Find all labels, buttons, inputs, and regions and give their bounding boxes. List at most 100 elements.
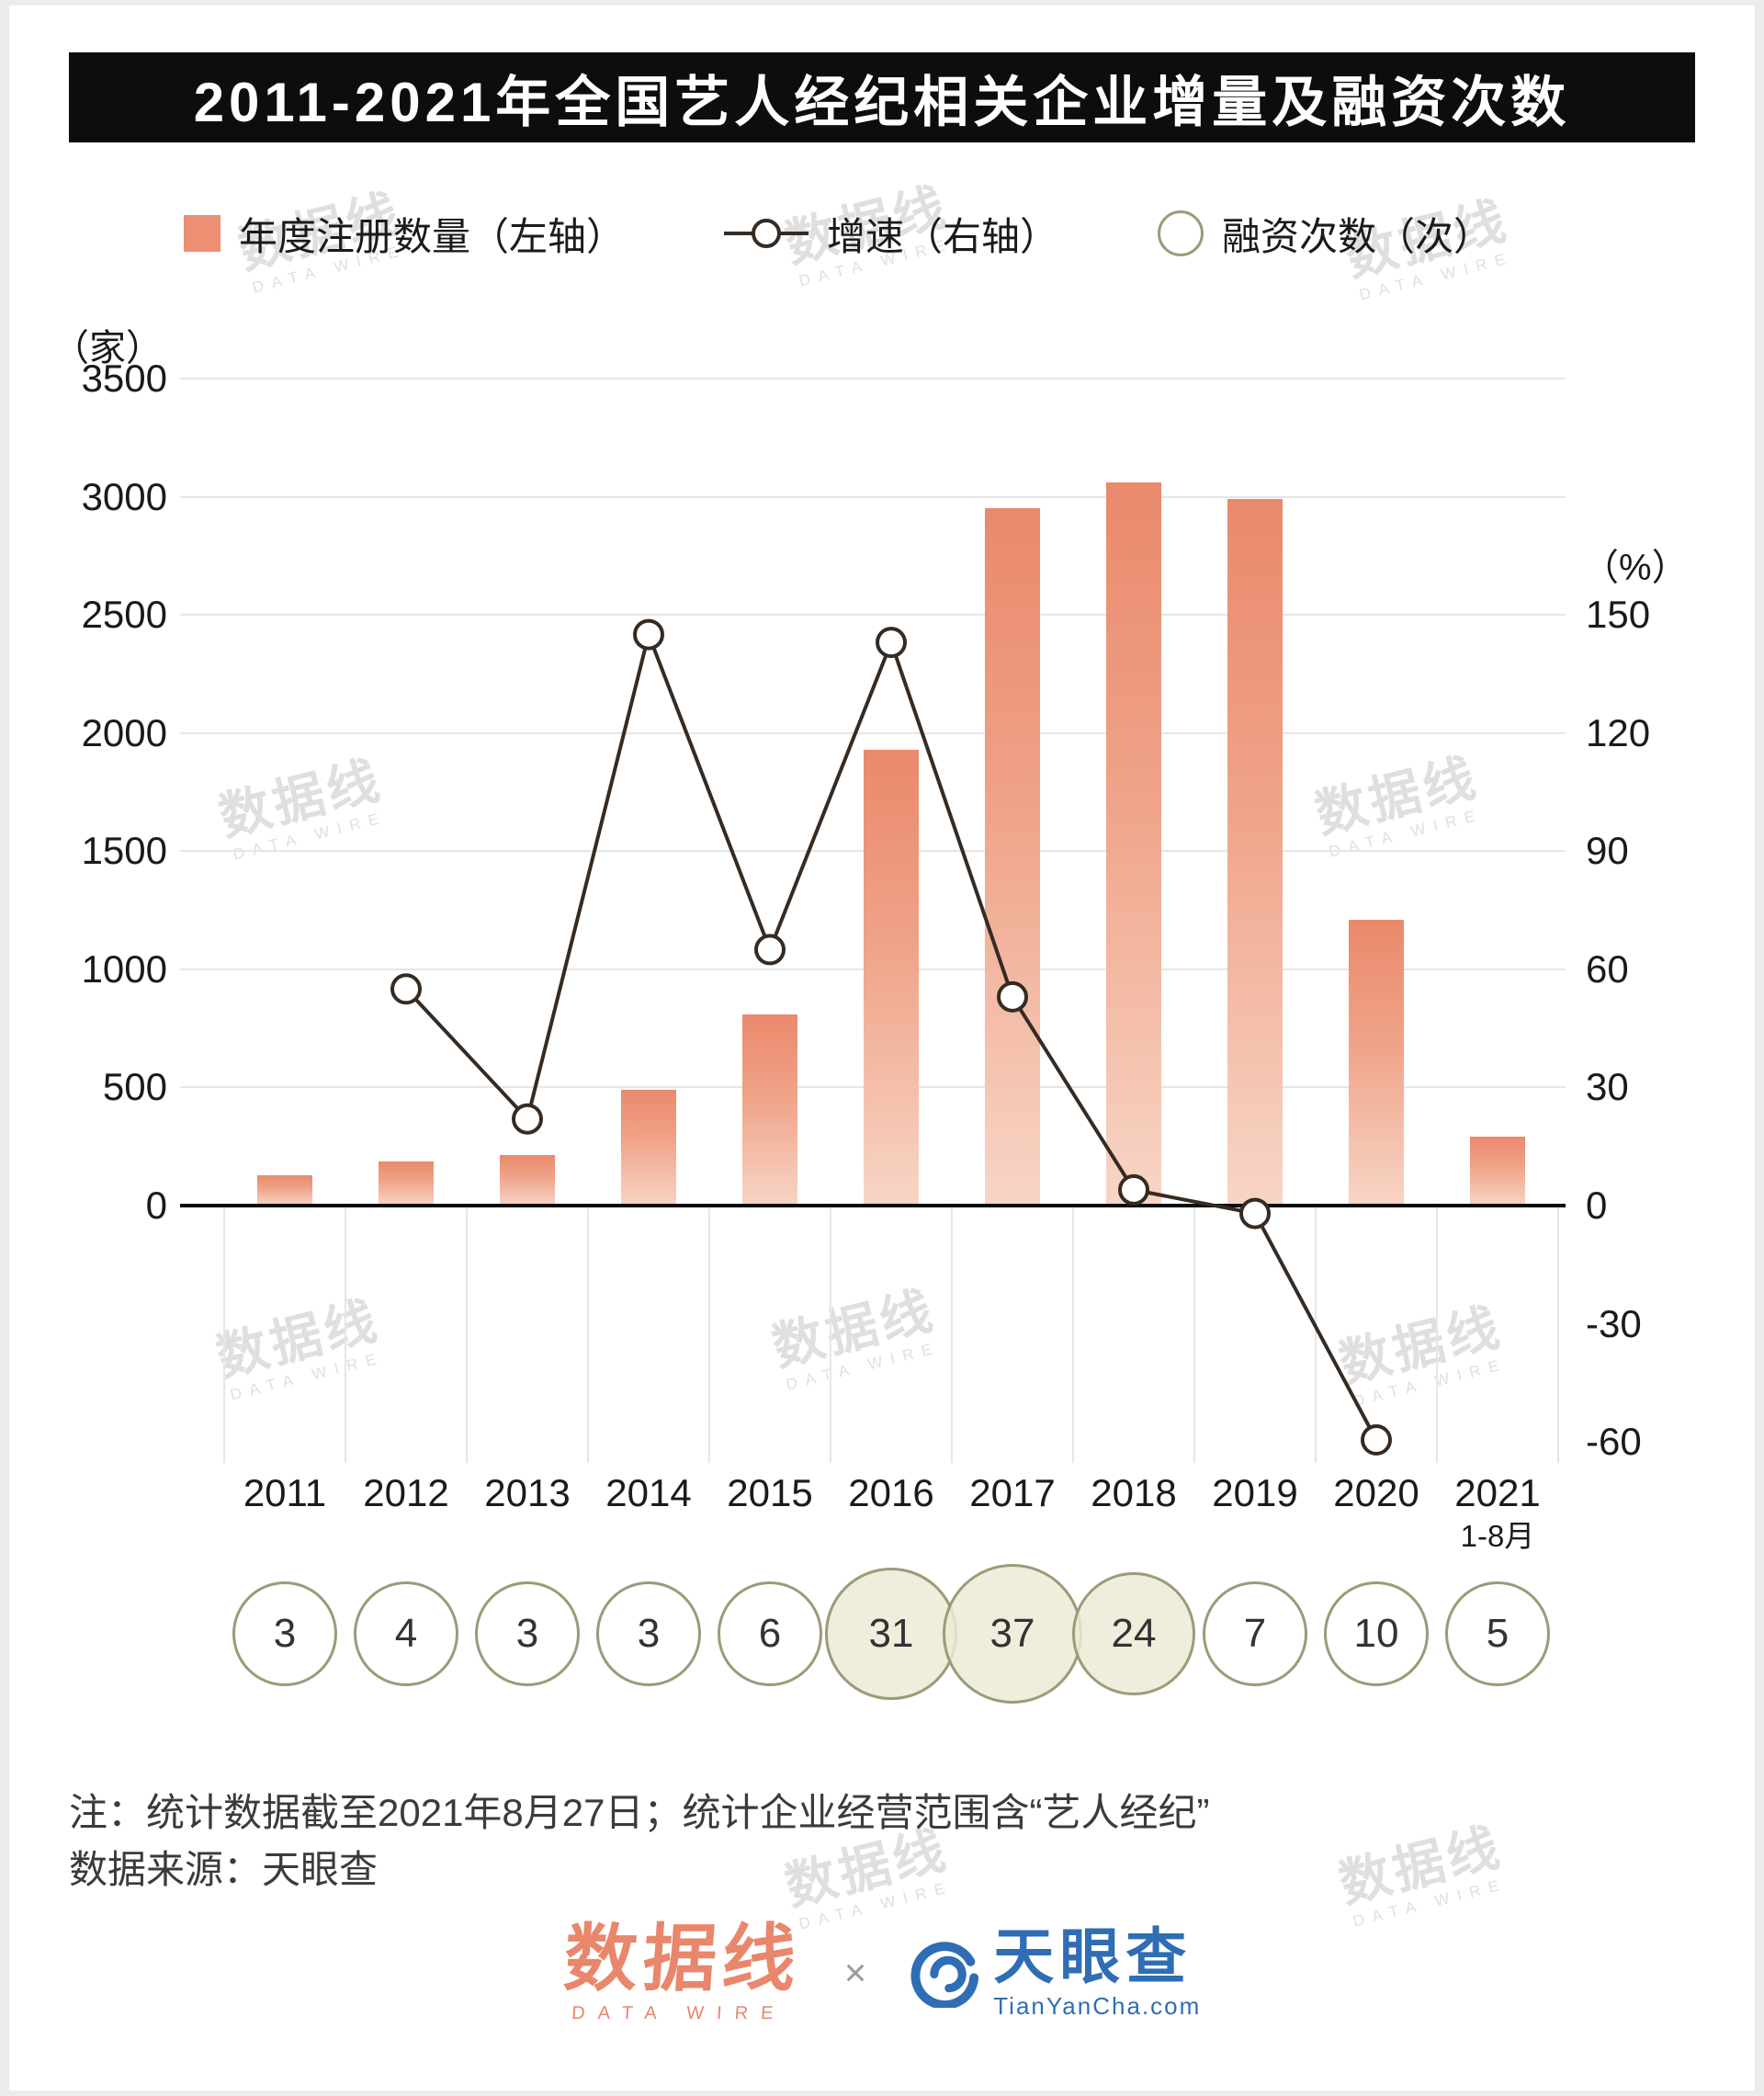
h-gridline [180,495,1566,498]
x-axis-year: 2019 [1212,1471,1298,1514]
x-axis-year: 2016 [848,1471,934,1514]
x-axis-label-2013: 2013 [454,1470,601,1516]
v-gridline [1193,1206,1195,1463]
financing-circle-2020: 10 [1324,1581,1429,1686]
right-axis-unit: （%） [1582,548,1689,588]
page-title-text: 2011-2021年全国艺人经纪相关企业增量及融资次数 [193,71,1571,133]
legend: 年度注册数量（左轴） 增速（右轴） 融资次数（次） [184,204,1492,263]
v-gridline [345,1206,346,1463]
left-axis-tick: 1500 [81,829,167,873]
line-marker [390,973,422,1005]
right-axis-tick: 120 [1586,710,1651,754]
v-gridline [1315,1206,1317,1463]
datawire-logo-cn: 数据线 [560,1918,804,2000]
line-marker [1361,1424,1392,1456]
financing-circle-2021: 5 [1445,1581,1550,1686]
v-gridline [830,1206,831,1463]
line-swatch-icon [724,219,809,248]
tianyancha-logo-cn: 天眼查 [993,1922,1193,1990]
bar-2014 [621,1090,676,1206]
legend-label-financing: 融资次数（次） [1222,214,1493,258]
x-axis-year: 2014 [605,1471,692,1514]
x-axis-label-2019: 2019 [1182,1470,1329,1516]
left-axis-tick: 3500 [81,357,167,400]
financing-circle-2013: 3 [475,1581,580,1686]
line-marker-icon [752,219,782,248]
x-axis-year: 2018 [1091,1471,1177,1514]
tianyancha-logo-en: TianYanCha.com [993,1992,1202,2020]
v-gridline [223,1206,225,1463]
financing-circle-2012: 4 [354,1581,458,1686]
x-axis-label-2015: 2015 [696,1470,843,1516]
legend-item-line: 增速（右轴） [724,206,1058,262]
bar-2011 [257,1174,312,1206]
left-axis-tick: 2000 [81,710,167,754]
bar-2017 [985,508,1040,1206]
footnote-scope: 注：统计数据截至2021年8月27日；统计企业经营范围含“艺人经纪” [69,1791,1210,1834]
v-gridline [951,1206,953,1463]
financing-circle-2014: 3 [596,1581,701,1686]
right-axis-tick: 60 [1586,946,1629,991]
tianyancha-swirl-icon [910,1941,979,2008]
bar-2013 [500,1154,555,1206]
x-axis-label-2018: 2018 [1060,1470,1207,1516]
financing-circle-2017: 37 [943,1564,1082,1704]
line-marker [512,1103,543,1135]
multiply-separator: × [843,1950,867,1994]
x-axis-label-2014: 2014 [575,1470,722,1516]
v-gridline [466,1206,468,1463]
circle-swatch-icon [1158,210,1204,256]
financing-circle-2019: 7 [1203,1581,1307,1686]
bar-2019 [1227,499,1283,1206]
v-gridline [708,1206,710,1463]
v-gridline [1436,1206,1438,1463]
bar-2018 [1106,482,1161,1206]
x-axis-label-2011: 2011 [211,1470,358,1516]
line-marker [876,627,907,659]
line-marker [633,618,664,651]
x-axis-label-2016: 2016 [818,1470,965,1516]
h-gridline [180,378,1566,380]
bar-swatch-icon [184,215,220,252]
financing-circle-2011: 3 [232,1581,337,1686]
x-axis-year: 2011 [243,1471,327,1514]
x-axis-year: 2020 [1333,1471,1419,1514]
x-axis-label-2021: 2021 1-8月 [1424,1470,1571,1555]
right-axis-tick: -60 [1586,1420,1642,1464]
bar-2016 [864,749,919,1206]
bar-2012 [379,1161,434,1206]
right-axis-tick: 30 [1586,1065,1629,1109]
footer-logos: 数据线 DATA WIRE × 天眼查 TianYanCha.com [0,1918,1764,2024]
x-axis-year: 2013 [484,1471,571,1514]
left-axis-tick: 0 [145,1184,167,1227]
footnotes: 注：统计数据截至2021年8月27日；统计企业经营范围含“艺人经纪” 数据来源：… [69,1784,1209,1898]
financing-circle-2015: 6 [718,1581,822,1686]
x-axis-year: 2017 [969,1471,1056,1514]
x-axis-line [180,1204,1566,1207]
tianyancha-logo: 天眼查 TianYanCha.com [910,1924,1201,2021]
left-axis-tick: 500 [102,1065,167,1109]
legend-item-financing: 融资次数（次） [1158,206,1492,262]
page-title: 2011-2021年全国艺人经纪相关企业增量及融资次数 [69,52,1695,142]
legend-item-bars: 年度注册数量（左轴） [184,206,625,262]
footnote-source: 数据来源：天眼查 [69,1848,379,1891]
v-gridline [587,1206,589,1463]
bar-2015 [742,1014,797,1206]
x-axis-year-sub: 1-8月 [1460,1519,1535,1553]
x-axis-year: 2012 [363,1471,449,1514]
legend-label-bars: 年度注册数量（左轴） [239,214,626,258]
left-axis-tick: 2500 [81,593,167,637]
datawire-logo: 数据线 DATA WIRE [560,1918,804,2024]
left-axis-tick: 1000 [81,946,167,991]
h-gridline [180,614,1566,617]
bar-2021 [1470,1137,1525,1206]
x-axis-year: 2021 [1454,1471,1541,1514]
left-axis-tick: 3000 [81,474,167,518]
v-gridline [1557,1206,1559,1463]
h-gridline [180,731,1566,734]
x-axis-year: 2015 [727,1471,813,1514]
v-gridline [1072,1206,1074,1463]
tianyancha-text: 天眼查 TianYanCha.com [993,1924,1201,2021]
x-axis-label-2012: 2012 [333,1470,480,1516]
